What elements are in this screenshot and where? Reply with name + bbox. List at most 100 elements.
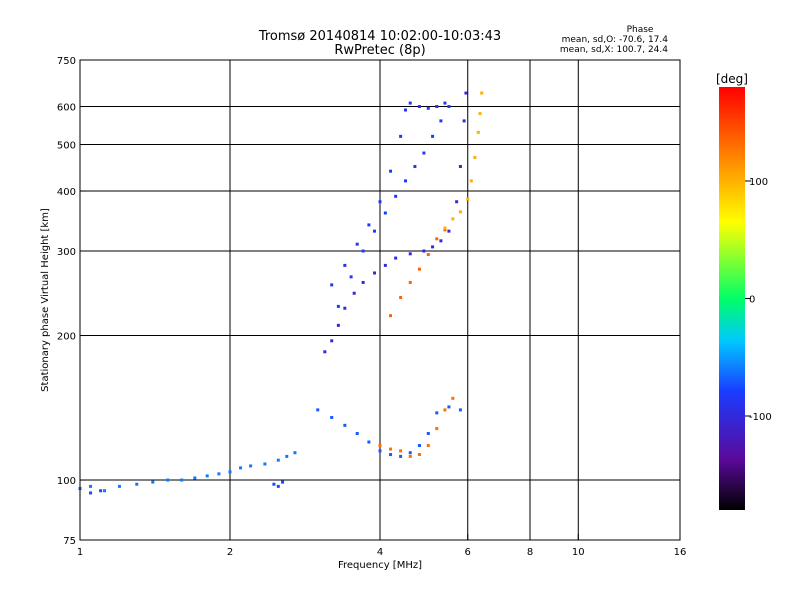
- data-points: [78, 91, 484, 495]
- data-point: [330, 339, 334, 343]
- x-tick-label: 16: [674, 547, 687, 558]
- grid-lines: [80, 60, 680, 540]
- data-point: [417, 105, 421, 109]
- chart-subtitle: RwPretec (8p): [334, 43, 425, 58]
- data-point: [458, 210, 462, 214]
- colorbar-tick-label: -100: [749, 412, 772, 423]
- data-point: [435, 411, 439, 415]
- data-point: [399, 296, 403, 300]
- data-point: [117, 484, 121, 488]
- data-point: [394, 256, 398, 260]
- colorbar-ticks: 100 0 -100: [745, 177, 772, 423]
- colorbar: [719, 87, 745, 510]
- data-point: [399, 449, 403, 453]
- data-point: [480, 91, 484, 95]
- data-point: [426, 106, 430, 110]
- data-point: [263, 462, 267, 466]
- data-point: [443, 226, 447, 230]
- data-point: [439, 119, 443, 123]
- data-point: [443, 228, 447, 232]
- data-point: [343, 263, 347, 267]
- data-point: [343, 423, 347, 427]
- x-tick-label: 8: [527, 547, 533, 558]
- y-tick-label: 300: [57, 247, 76, 258]
- data-point: [166, 478, 170, 482]
- data-point: [399, 454, 403, 458]
- phase-info-title: Phase: [627, 25, 654, 35]
- data-point: [330, 283, 334, 287]
- data-point: [408, 280, 412, 284]
- y-tick-label: 500: [57, 141, 76, 152]
- data-point: [403, 179, 407, 183]
- data-point: [249, 464, 253, 468]
- y-tick-label: 100: [57, 476, 76, 487]
- data-point: [447, 229, 451, 233]
- data-point: [217, 472, 221, 476]
- x-tick-label: 6: [465, 547, 471, 558]
- data-point: [272, 482, 276, 486]
- x-tick-label: 1: [77, 547, 83, 558]
- data-point: [378, 200, 382, 204]
- data-point: [383, 211, 387, 215]
- data-point: [355, 242, 359, 246]
- data-point: [336, 323, 340, 327]
- y-tick-label: 400: [57, 187, 76, 198]
- data-point: [417, 267, 421, 271]
- y-axis-ticks: 75 100 200 300 400 500 600 750: [57, 56, 86, 547]
- colorbar-tick-label: 0: [749, 295, 755, 306]
- data-point: [451, 396, 455, 400]
- x-tick-label: 2: [227, 547, 233, 558]
- data-point: [281, 480, 285, 484]
- data-point: [389, 453, 393, 457]
- data-point: [408, 101, 412, 105]
- data-point: [399, 134, 403, 138]
- data-point: [435, 105, 439, 109]
- data-point: [293, 451, 297, 455]
- data-point: [443, 101, 447, 105]
- data-point: [355, 432, 359, 436]
- data-point: [373, 229, 377, 233]
- data-point: [367, 223, 371, 227]
- data-point: [389, 169, 393, 173]
- data-point: [361, 280, 365, 284]
- data-point: [422, 249, 426, 253]
- data-point: [447, 105, 451, 109]
- data-point: [435, 237, 439, 241]
- data-point: [473, 155, 477, 159]
- data-point: [439, 239, 443, 243]
- data-point: [426, 444, 430, 448]
- data-point: [443, 408, 447, 412]
- data-point: [413, 164, 417, 168]
- data-point: [458, 408, 462, 412]
- data-point: [349, 275, 353, 279]
- data-point: [316, 408, 320, 412]
- data-point: [417, 444, 421, 448]
- data-point: [135, 482, 139, 486]
- data-point: [285, 454, 289, 458]
- data-point: [447, 405, 451, 409]
- data-point: [458, 164, 462, 168]
- data-point: [276, 458, 280, 462]
- data-point: [466, 197, 470, 201]
- data-point: [361, 249, 365, 253]
- data-point: [408, 454, 412, 458]
- y-tick-label: 600: [57, 103, 76, 114]
- phase-info-o: mean, sd,O: -70.6, 17.4: [562, 35, 669, 45]
- x-tick-label: 4: [377, 547, 383, 558]
- data-point: [408, 451, 412, 455]
- data-point: [89, 491, 93, 495]
- x-axis-label: Frequency [MHz]: [338, 560, 422, 571]
- data-point: [464, 91, 468, 95]
- y-axis-label: Stationary phase Virtual Height [km]: [40, 208, 51, 392]
- data-point: [403, 108, 407, 112]
- y-tick-label: 75: [63, 536, 76, 547]
- x-tick-label: 10: [572, 547, 585, 558]
- data-point: [426, 253, 430, 257]
- data-point: [469, 179, 473, 183]
- data-point: [422, 151, 426, 155]
- data-point: [89, 484, 93, 488]
- data-point: [389, 447, 393, 451]
- data-point: [431, 134, 435, 138]
- phase-info-x: mean, sd,X: 100.7, 24.4: [560, 45, 668, 55]
